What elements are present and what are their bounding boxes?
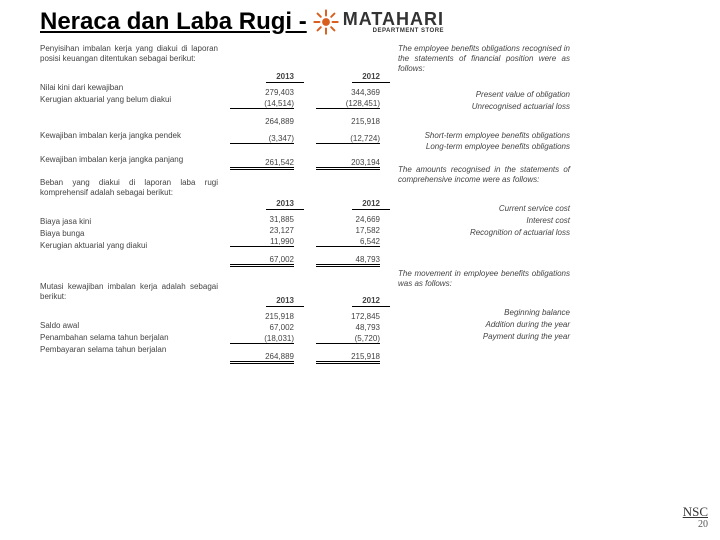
s1-sub-v1: 264,889 (218, 116, 304, 127)
logo-sub-text: DEPARTMENT STORE (343, 28, 444, 34)
s3-right-intro: The movement in employee benefits obliga… (398, 269, 570, 289)
s1-r2-v1: (14,514) (230, 99, 294, 109)
s3-r1-v2: 172,845 (304, 311, 390, 322)
s1-row2-right: Unrecognised actuarial loss (398, 101, 570, 113)
s2-row3-left: Kerugian aktuarial yang diakui (40, 240, 218, 252)
s1-long-right: Long-term employee benefits obligations (398, 142, 570, 153)
s2-tot-v2: 48,793 (316, 255, 380, 267)
s1-short-v2: (12,724) (316, 134, 380, 144)
page-title: Neraca dan Laba Rugi - (40, 8, 307, 36)
s1-short-v1: (3,347) (230, 134, 294, 144)
s2-row2-left: Biaya bunga (40, 228, 218, 240)
s3-r2-v1: 67,002 (218, 322, 304, 333)
col-2013: 2013 279,403 (14,514) 264,889 (3,347) 26… (218, 44, 304, 374)
s2-r3-v1: 11,990 (230, 237, 294, 247)
s3-year1: 2013 (266, 296, 304, 307)
s1-r2-v2: (128,451) (316, 99, 380, 109)
s2-r2-v2: 17,582 (304, 225, 390, 236)
s3-r3-v2: (5,720) (316, 334, 380, 344)
s1-short-right: Short-term employee benefits obligations (398, 131, 570, 142)
right-column: The employee benefits obligations recogn… (390, 44, 570, 374)
s1-row1-right: Present value of obligation (398, 89, 570, 101)
logo-main-text: MATAHARI (343, 10, 444, 28)
s3-tot-v2: 215,918 (316, 352, 380, 364)
s1-short-left: Kewajiban imbalan kerja jangka pendek (40, 130, 218, 142)
col-2012: 2012 344,369 (128,451) 215,918 (12,724) … (304, 44, 390, 374)
s2-row1-right: Current service cost (398, 203, 570, 215)
s3-row2-left: Penambahan selama tahun berjalan (40, 332, 218, 344)
s2-row3-right: Recognition of actuarial loss (398, 227, 570, 239)
s1-right-intro: The employee benefits obligations recogn… (398, 44, 570, 74)
s1-row2-left: Kerugian aktuarial yang belum diakui (40, 94, 218, 106)
s1-r1-v1: 279,403 (218, 87, 304, 98)
s3-r2-v2: 48,793 (304, 322, 390, 333)
s2-r3-v2: 6,542 (316, 237, 380, 247)
s3-r3-v1: (18,031) (230, 334, 294, 344)
s1-sub-v2: 215,918 (304, 116, 390, 127)
s2-right-intro: The amounts recognised in the statements… (398, 165, 570, 185)
s1-r1-v2: 344,369 (304, 87, 390, 98)
s1-long-v1: 261,542 (230, 158, 294, 170)
s1-long-v2: 203,194 (316, 158, 380, 170)
s1-row1-left: Nilai kini dari kewajiban (40, 82, 218, 94)
left-column: Penyisihan imbalan kerja yang diakui di … (40, 44, 218, 374)
s1-long-left: Kewajiban imbalan kerja jangka panjang (40, 154, 218, 166)
s2-tot-v1: 67,002 (230, 255, 294, 267)
s1-year1: 2013 (266, 72, 304, 83)
s3-r1-v1: 215,918 (218, 311, 304, 322)
brand-logo: MATAHARI DEPARTMENT STORE (313, 9, 444, 35)
header: Neraca dan Laba Rugi - MATAHARI DEPARTME… (0, 0, 720, 40)
s2-row1-left: Biaya jasa kini (40, 216, 218, 228)
s2-r1-v2: 24,669 (304, 214, 390, 225)
s3-left-intro: Mutasi kewajiban imbalan kerja adalah se… (40, 282, 218, 302)
footer: NSC 20 (683, 505, 708, 530)
s2-year2: 2012 (352, 199, 390, 210)
s3-row1-left: Saldo awal (40, 320, 218, 332)
s3-tot-v1: 264,889 (230, 352, 294, 364)
sun-icon (313, 9, 339, 35)
s2-left-intro: Beban yang diakui di laporan laba rugi k… (40, 178, 218, 198)
s1-left-intro: Penyisihan imbalan kerja yang diakui di … (40, 44, 218, 64)
s2-year1: 2013 (266, 199, 304, 210)
s2-r1-v1: 31,885 (218, 214, 304, 225)
s3-year2: 2012 (352, 296, 390, 307)
s2-r2-v1: 23,127 (218, 225, 304, 236)
s3-row3-left: Pembayaran selama tahun berjalan (40, 344, 218, 356)
s2-row2-right: Interest cost (398, 215, 570, 227)
s1-year2: 2012 (352, 72, 390, 83)
s3-row2-right: Addition during the year (398, 319, 570, 331)
document-body: Penyisihan imbalan kerja yang diakui di … (0, 40, 720, 374)
footer-mark: NSC (683, 505, 708, 519)
s3-row1-right: Beginning balance (398, 307, 570, 319)
s3-row3-right: Payment during the year (398, 331, 570, 343)
footer-page: 20 (683, 519, 708, 530)
